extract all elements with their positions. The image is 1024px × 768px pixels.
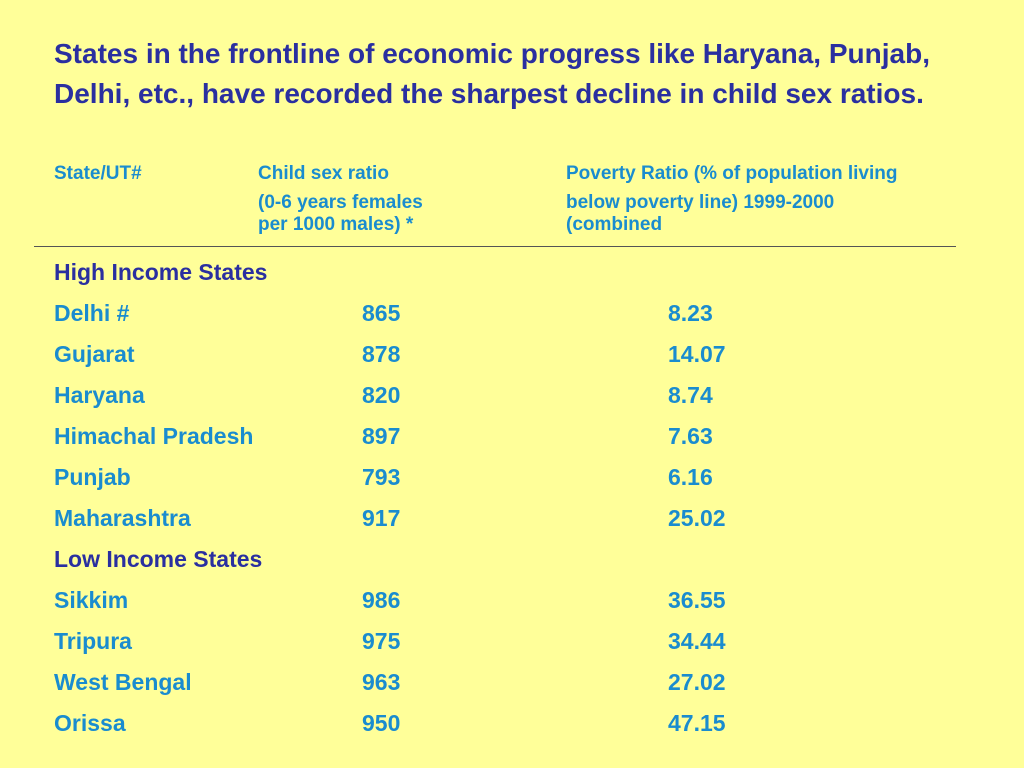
table-row: Punjab 793 6.16 — [0, 457, 1024, 498]
poverty-cell: 34.44 — [668, 628, 726, 654]
header-csr-line-3: per 1000 males) * — [258, 214, 414, 235]
data-table: High Income States Delhi # 865 8.23 Guja… — [0, 252, 1024, 744]
poverty-cell: 27.02 — [668, 669, 726, 695]
header-csr-line-2: (0-6 years females — [258, 192, 423, 213]
csr-cell: 820 — [362, 382, 401, 408]
group-label: Low Income States — [54, 546, 263, 572]
header-poverty-line-2: below poverty line) 1999-2000 — [566, 192, 835, 213]
csr-cell: 950 — [362, 710, 401, 736]
table-row: Tripura 975 34.44 — [0, 621, 1024, 662]
header-csr-line-1: Child sex ratio — [258, 163, 389, 184]
csr-cell: 975 — [362, 628, 401, 654]
csr-cell: 897 — [362, 423, 401, 449]
csr-cell: 917 — [362, 505, 401, 531]
state-cell: Delhi # — [54, 300, 130, 326]
csr-cell: 878 — [362, 341, 401, 367]
state-cell: Sikkim — [54, 587, 129, 613]
table-row: Orissa 950 47.15 — [0, 703, 1024, 744]
poverty-cell: 25.02 — [668, 505, 726, 531]
csr-cell: 986 — [362, 587, 401, 613]
header-state-label: State/UT# — [54, 163, 142, 184]
csr-cell: 793 — [362, 464, 401, 490]
csr-cell: 963 — [362, 669, 401, 695]
table-row: Delhi # 865 8.23 — [0, 293, 1024, 334]
slide-title: States in the frontline of economic prog… — [54, 38, 930, 109]
table-row: Gujarat 878 14.07 — [0, 334, 1024, 375]
header-divider — [34, 246, 956, 247]
poverty-cell: 6.16 — [668, 464, 713, 490]
table-row: West Bengal 963 27.02 — [0, 662, 1024, 703]
state-cell: Maharashtra — [54, 505, 191, 531]
header-child-sex-ratio: Child sex ratio (0-6 years females per 1… — [258, 159, 423, 236]
header-poverty-ratio: Poverty Ratio (% of population living be… — [566, 159, 897, 236]
group-header-row: Low Income States — [0, 539, 1024, 580]
state-cell: West Bengal — [54, 669, 192, 695]
poverty-cell: 36.55 — [668, 587, 726, 613]
group-header-row: High Income States — [0, 252, 1024, 293]
poverty-cell: 47.15 — [668, 710, 726, 736]
header-poverty-line-1: Poverty Ratio (% of population living — [566, 163, 898, 184]
state-cell: Orissa — [54, 710, 126, 736]
poverty-cell: 14.07 — [668, 341, 726, 367]
table-row: Himachal Pradesh 897 7.63 — [0, 416, 1024, 457]
header-state: State/UT# — [54, 159, 142, 189]
poverty-cell: 8.23 — [668, 300, 713, 326]
poverty-cell: 7.63 — [668, 423, 713, 449]
group-label: High Income States — [54, 259, 268, 285]
state-cell: Himachal Pradesh — [54, 423, 254, 449]
header-poverty-line-3: (combined — [566, 214, 663, 235]
table-row: Maharashtra 917 25.02 — [0, 498, 1024, 539]
state-cell: Tripura — [54, 628, 132, 654]
table-row: Sikkim 986 36.55 — [0, 580, 1024, 621]
poverty-cell: 8.74 — [668, 382, 713, 408]
state-cell: Punjab — [54, 464, 131, 490]
table-row: Haryana 820 8.74 — [0, 375, 1024, 416]
state-cell: Gujarat — [54, 341, 135, 367]
state-cell: Haryana — [54, 382, 145, 408]
csr-cell: 865 — [362, 300, 401, 326]
